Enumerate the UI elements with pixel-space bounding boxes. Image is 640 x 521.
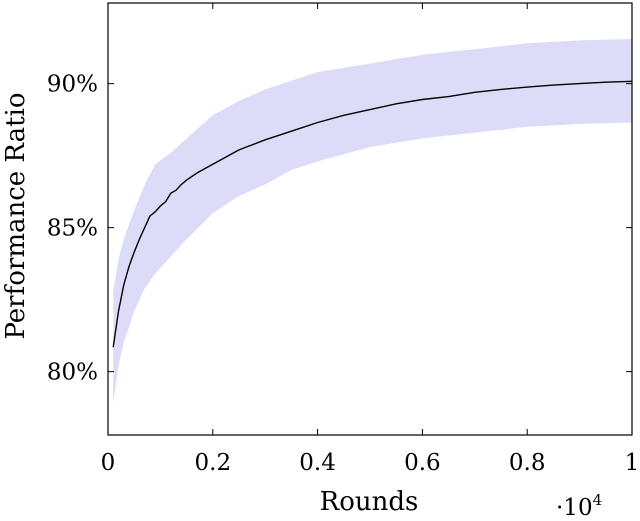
series-line-0 <box>112 80 633 348</box>
y-axis-title: Performance Ratio <box>1 92 31 339</box>
y-tick-label: 90% <box>47 72 98 98</box>
x-tick-label: 0.6 <box>404 450 441 476</box>
x-tick-label: 0.8 <box>509 450 546 476</box>
tick-layer: 0 0.2 0.4 0.6 0.8 1 80% 85% 90% <box>47 3 639 476</box>
x-axis-title: Rounds <box>320 487 419 517</box>
x-axis-multiplier-base: ·10 <box>556 495 593 521</box>
x-tick-label: 0.2 <box>195 450 232 476</box>
x-tick-label: 0.4 <box>299 450 336 476</box>
series-line-layer <box>112 80 633 348</box>
y-tick-label: 85% <box>47 216 98 242</box>
y-tick-label: 80% <box>47 360 98 386</box>
confidence-band <box>113 39 632 404</box>
x-tick-label: 1 <box>625 450 640 476</box>
plot-frame <box>107 2 633 436</box>
x-axis-multiplier: ·104 <box>556 491 602 521</box>
confidence-band-layer <box>113 39 632 404</box>
x-axis-multiplier-exponent: 4 <box>593 491 603 509</box>
x-tick-label: 0 <box>101 450 116 476</box>
